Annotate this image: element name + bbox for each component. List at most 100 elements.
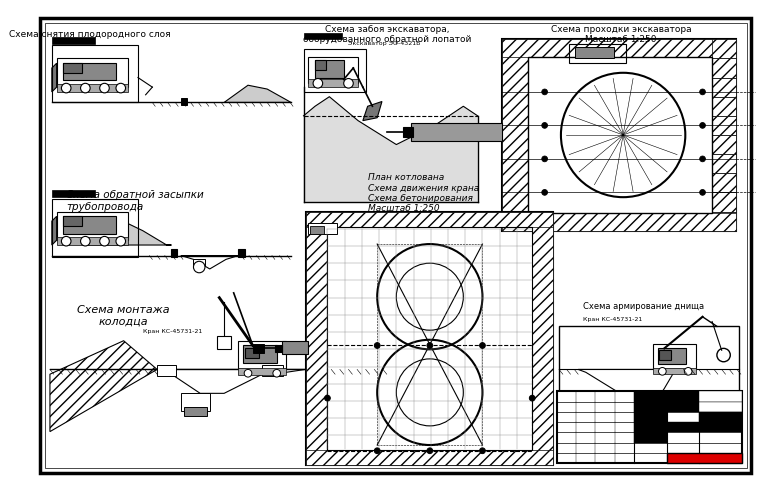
Bar bbox=[712, 116, 736, 135]
Bar bbox=[634, 433, 667, 443]
Circle shape bbox=[427, 448, 433, 454]
Bar bbox=[63, 63, 83, 73]
Circle shape bbox=[61, 83, 71, 93]
Polygon shape bbox=[52, 217, 57, 245]
Polygon shape bbox=[363, 102, 382, 121]
Circle shape bbox=[116, 83, 125, 93]
Circle shape bbox=[194, 261, 205, 273]
Bar bbox=[568, 44, 626, 63]
Bar bbox=[712, 97, 736, 116]
Bar bbox=[275, 345, 282, 352]
Bar bbox=[57, 212, 128, 240]
Bar bbox=[712, 78, 736, 97]
Text: Схема снятия плодородного слоя: Схема снятия плодородного слоя bbox=[9, 30, 171, 39]
Bar bbox=[307, 450, 553, 465]
Bar bbox=[307, 212, 553, 227]
Bar bbox=[634, 391, 699, 412]
Circle shape bbox=[80, 236, 90, 246]
Circle shape bbox=[374, 343, 380, 349]
Bar bbox=[194, 259, 205, 266]
Bar bbox=[575, 47, 613, 58]
Bar bbox=[308, 56, 358, 83]
Circle shape bbox=[273, 369, 281, 377]
Bar bbox=[181, 98, 187, 105]
Circle shape bbox=[325, 395, 330, 401]
Bar bbox=[699, 402, 742, 412]
Bar bbox=[653, 344, 696, 369]
Polygon shape bbox=[157, 369, 305, 393]
Bar bbox=[63, 63, 116, 81]
Circle shape bbox=[99, 83, 109, 93]
Bar bbox=[304, 32, 342, 39]
Text: План котлована
Схема движения крана
Схема бетонирования
Масштаб 1:250: План котлована Схема движения крана Схем… bbox=[367, 173, 479, 214]
Polygon shape bbox=[181, 255, 238, 269]
Bar bbox=[660, 350, 671, 360]
Circle shape bbox=[659, 367, 666, 375]
Bar bbox=[712, 154, 736, 173]
Bar bbox=[181, 393, 209, 410]
Polygon shape bbox=[83, 219, 172, 245]
Bar bbox=[557, 391, 742, 463]
Text: Схема монтажа
колодца: Схема монтажа колодца bbox=[77, 305, 170, 327]
Polygon shape bbox=[52, 63, 57, 92]
Bar bbox=[528, 56, 712, 214]
Text: Экскаватор ЭО-4321Б: Экскаватор ЭО-4321Б bbox=[348, 41, 421, 46]
Bar bbox=[57, 237, 128, 245]
Circle shape bbox=[700, 123, 705, 128]
Bar bbox=[310, 226, 323, 234]
Bar bbox=[52, 199, 138, 256]
Circle shape bbox=[542, 89, 547, 95]
Bar bbox=[308, 80, 358, 87]
Bar bbox=[667, 453, 742, 463]
Bar bbox=[502, 214, 736, 231]
Bar bbox=[315, 60, 326, 70]
Bar bbox=[327, 227, 532, 450]
Bar bbox=[157, 365, 176, 376]
Bar bbox=[57, 84, 128, 92]
Bar bbox=[712, 39, 736, 58]
Bar bbox=[634, 412, 667, 422]
Text: Схема армирование днища: Схема армирование днища bbox=[583, 302, 704, 311]
Bar bbox=[411, 124, 502, 141]
Bar bbox=[307, 212, 553, 465]
Circle shape bbox=[480, 343, 485, 349]
Bar bbox=[634, 422, 699, 433]
Bar bbox=[502, 39, 736, 56]
Bar bbox=[245, 349, 259, 358]
Circle shape bbox=[244, 369, 252, 377]
Circle shape bbox=[374, 448, 380, 454]
Bar bbox=[57, 58, 128, 87]
Bar bbox=[263, 365, 283, 376]
Bar bbox=[653, 367, 696, 374]
Bar bbox=[699, 391, 742, 402]
Bar bbox=[712, 135, 736, 154]
Bar bbox=[238, 367, 286, 375]
Bar bbox=[699, 412, 742, 433]
Circle shape bbox=[116, 236, 125, 246]
Bar bbox=[308, 223, 337, 235]
Bar bbox=[52, 191, 95, 197]
Circle shape bbox=[344, 79, 353, 88]
Circle shape bbox=[542, 123, 547, 128]
Bar bbox=[657, 349, 686, 364]
Bar bbox=[307, 212, 327, 465]
Bar bbox=[243, 346, 277, 363]
Text: Схема обратной засыпки
трубопровода: Схема обратной засыпки трубопровода bbox=[66, 191, 204, 212]
Circle shape bbox=[700, 89, 705, 95]
Bar bbox=[238, 341, 286, 369]
Bar bbox=[628, 401, 643, 410]
Bar bbox=[559, 327, 739, 451]
Bar bbox=[217, 336, 231, 349]
Bar bbox=[52, 37, 95, 44]
Circle shape bbox=[480, 448, 485, 454]
Bar bbox=[502, 39, 736, 231]
Circle shape bbox=[80, 83, 90, 93]
Bar bbox=[184, 407, 207, 416]
Bar bbox=[315, 60, 344, 78]
Polygon shape bbox=[304, 97, 477, 202]
Bar bbox=[282, 341, 308, 354]
Circle shape bbox=[427, 343, 433, 349]
Bar bbox=[712, 58, 736, 78]
Bar bbox=[304, 49, 366, 92]
Circle shape bbox=[685, 367, 692, 375]
